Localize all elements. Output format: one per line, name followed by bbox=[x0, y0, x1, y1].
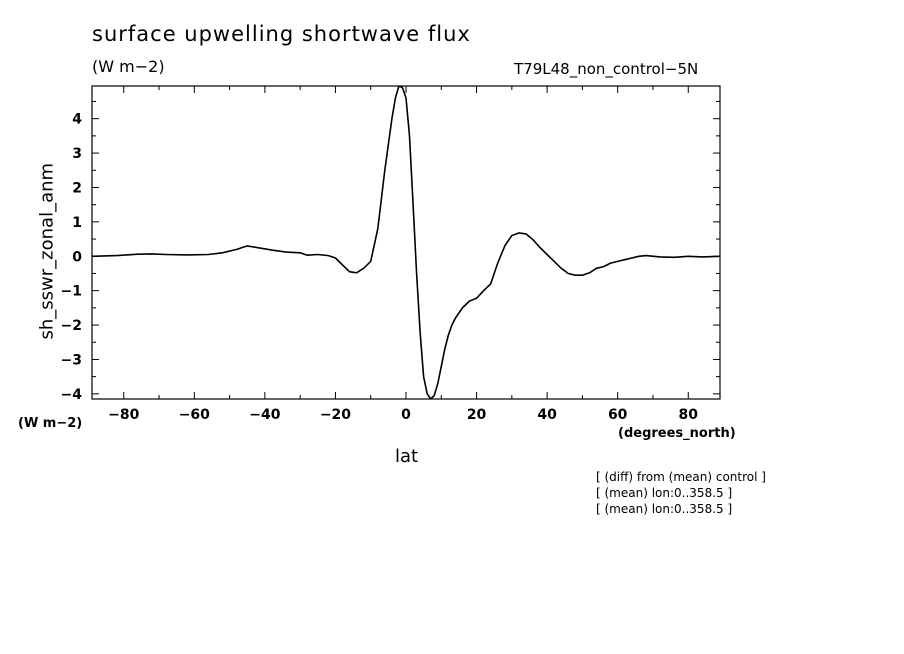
x-tick-label: 80 bbox=[679, 407, 699, 423]
chart-title: surface upwelling shortwave flux bbox=[92, 22, 471, 46]
y-tick-label: −1 bbox=[61, 284, 82, 300]
note-mean-lon-2: [ (mean) lon:0..358.5 ] bbox=[596, 502, 733, 516]
units-label-top: (W m−2) bbox=[92, 57, 165, 76]
y-tick-label: −2 bbox=[61, 318, 82, 334]
x-tick-label: 40 bbox=[537, 407, 557, 423]
x-axis-units: (degrees_north) bbox=[618, 426, 736, 441]
note-diff: [ (diff) from (mean) control ] bbox=[596, 470, 766, 484]
y-tick-label: 3 bbox=[72, 146, 82, 162]
x-tick-label: −60 bbox=[179, 407, 210, 423]
run-label: T79L48_non_control−5N bbox=[514, 60, 699, 78]
axis-ticks bbox=[92, 86, 720, 399]
x-tick-label: −80 bbox=[108, 407, 139, 423]
series-line bbox=[92, 86, 720, 399]
y-tick-label: 2 bbox=[72, 180, 82, 196]
x-axis-label: lat bbox=[395, 446, 419, 467]
y-tick-label: 0 bbox=[72, 249, 82, 265]
plot-frame bbox=[91, 85, 721, 400]
x-tick-label: 20 bbox=[467, 407, 487, 423]
x-tick-label: −40 bbox=[249, 407, 280, 423]
tick-labels: −80 −60 −40 −20 0 20 40 60 80 −4 −3 −2 −1 0 1 2 3 4 bbox=[61, 112, 699, 423]
x-tick-label: −20 bbox=[320, 407, 351, 423]
x-tick-label: 0 bbox=[401, 407, 411, 423]
units-label-left: (W m−2) bbox=[18, 416, 83, 431]
y-tick-label: −3 bbox=[61, 352, 82, 368]
note-mean-lon: [ (mean) lon:0..358.5 ] bbox=[596, 486, 733, 500]
y-tick-label: 4 bbox=[72, 112, 82, 128]
x-tick-label: 60 bbox=[608, 407, 628, 423]
y-tick-label: −4 bbox=[61, 387, 83, 403]
y-tick-label: 1 bbox=[72, 215, 82, 231]
